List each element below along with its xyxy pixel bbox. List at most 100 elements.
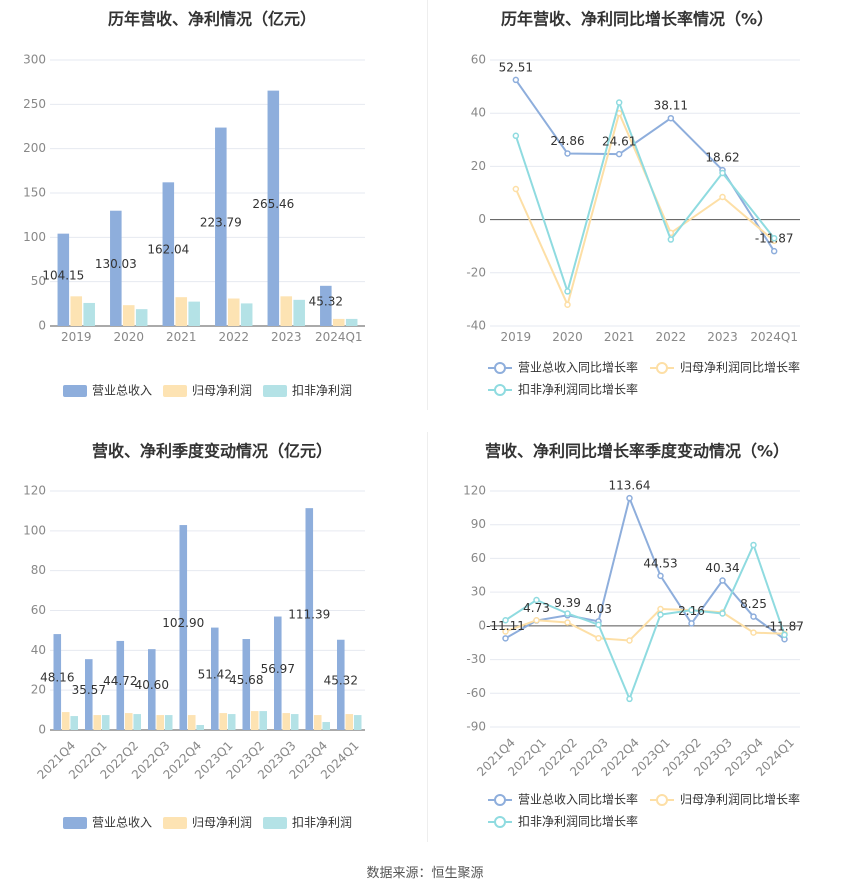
legend-label: 扣非净利润同比增长率	[518, 814, 638, 829]
bar	[227, 298, 240, 326]
bar	[110, 210, 122, 326]
data-point	[770, 247, 778, 255]
x-tick-label: 2022	[656, 330, 687, 344]
x-tick-label: 2023	[707, 330, 738, 344]
data-point	[564, 619, 571, 626]
legend-label: 扣非净利润	[292, 816, 352, 830]
legend-marker	[494, 384, 506, 396]
bar	[211, 627, 219, 730]
legend-label: 归母净利润同比增长率	[680, 792, 800, 807]
bar	[179, 525, 188, 730]
bar	[188, 301, 200, 326]
data-point	[750, 629, 757, 636]
legend-label: 扣非净利润同比增长率	[518, 382, 638, 397]
data-label: 4.73	[523, 601, 550, 615]
data-label: -11.11	[486, 619, 525, 633]
y-tick-label: -40	[466, 319, 486, 333]
chart-title: 营收、净利同比增长率季度变动情况（%）	[485, 442, 789, 461]
legend-swatch	[163, 385, 187, 397]
data-point	[750, 613, 757, 620]
y-tick-label: 0	[38, 723, 46, 737]
x-tick-label: 2024Q1	[315, 330, 363, 344]
y-tick-label: 80	[31, 563, 46, 577]
data-label: 56.97	[261, 662, 295, 676]
data-label: 130.03	[95, 257, 137, 271]
x-tick-label: 2021	[604, 330, 635, 344]
chart-title: 历年营收、净利情况（亿元）	[108, 10, 316, 29]
data-label: 4.03	[585, 602, 612, 616]
data-point	[688, 606, 695, 614]
bar	[242, 639, 251, 730]
legend-marker	[656, 794, 668, 806]
data-label: 104.15	[42, 268, 84, 282]
data-label: 9.39	[554, 596, 581, 610]
bar	[250, 711, 259, 730]
chart-title: 历年营收、净利同比增长率情况（%）	[501, 10, 773, 29]
bar	[187, 715, 196, 730]
data-point	[719, 169, 726, 177]
data-point	[719, 577, 726, 584]
legend-swatch	[63, 385, 87, 397]
bar	[320, 285, 332, 326]
legend-swatch	[63, 817, 87, 829]
legend-label: 营业总收入	[92, 816, 152, 830]
bar	[240, 303, 253, 326]
bar	[70, 296, 83, 326]
data-point	[502, 635, 509, 642]
series-line	[505, 494, 786, 641]
data-label: 24.61	[602, 135, 636, 149]
bar	[116, 640, 125, 730]
legend-swatch	[163, 817, 187, 829]
series-line	[514, 99, 775, 295]
legend-label: 归母净利润	[192, 384, 252, 398]
bar	[101, 715, 110, 730]
y-tick-label: 90	[471, 517, 486, 531]
data-label: 48.16	[40, 671, 74, 685]
legend-swatch	[263, 817, 287, 829]
data-label: 113.64	[609, 479, 651, 493]
x-tick-label: 2019	[61, 330, 92, 344]
bar	[85, 659, 93, 730]
bar	[280, 296, 293, 326]
y-tick-label: 20	[471, 159, 486, 173]
y-tick-label: 0	[478, 618, 486, 632]
data-point	[564, 288, 571, 295]
bar	[215, 127, 227, 326]
data-point	[770, 234, 778, 242]
bar	[322, 722, 330, 730]
data-label: 223.79	[200, 215, 242, 229]
legend-marker	[494, 816, 506, 828]
bar	[156, 715, 165, 730]
data-label: 8.25	[740, 597, 767, 611]
bar	[70, 716, 78, 730]
data-point	[512, 76, 520, 84]
y-tick-label: 120	[23, 484, 46, 498]
data-label: 51.42	[198, 667, 232, 681]
bar	[53, 634, 62, 730]
legend-label: 营业总收入同比增长率	[518, 360, 638, 375]
series-line	[515, 79, 776, 252]
x-tick-label: 2020	[113, 330, 144, 344]
y-tick-label: 150	[23, 186, 46, 200]
data-point	[533, 596, 540, 604]
legend-marker	[656, 362, 668, 374]
series-line	[505, 607, 785, 642]
quarterly-amount-chart: 营收、净利季度变动情况（亿元） 0 20 40 60 80 100 120 2021Q4 2022…	[0, 430, 425, 860]
legend-swatch	[263, 385, 287, 397]
y-tick-label: 60	[471, 551, 486, 565]
bar	[61, 712, 70, 730]
data-label: -11.87	[755, 232, 794, 246]
quarterly-amount-chart-svg: 营收、净利季度变动情况（亿元）0204060801001202021Q42022…	[23, 442, 365, 830]
data-point	[781, 631, 788, 639]
data-label: 45.32	[309, 294, 343, 308]
bar	[122, 305, 135, 326]
y-tick-label: 100	[23, 230, 46, 244]
y-tick-label: 50	[31, 274, 46, 288]
data-label: 45.68	[229, 673, 263, 687]
y-tick-label: 30	[471, 585, 486, 599]
data-label: 24.86	[550, 134, 584, 148]
y-tick-label: -60	[466, 686, 486, 700]
annual-growth-chart: 历年营收、净利同比增长率情况（%） -40 -20 0 20 40 60 2019 2020 20…	[425, 0, 850, 430]
bar	[332, 318, 345, 326]
data-label: 45.32	[324, 673, 358, 687]
